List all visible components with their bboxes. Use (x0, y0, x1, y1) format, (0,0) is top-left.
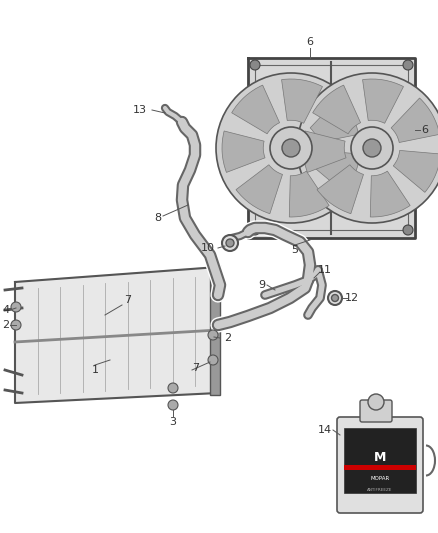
Wedge shape (222, 131, 265, 172)
Circle shape (250, 225, 260, 235)
Text: 7: 7 (124, 295, 131, 305)
Wedge shape (313, 85, 360, 134)
Circle shape (208, 355, 218, 365)
Circle shape (403, 225, 413, 235)
Text: 2: 2 (224, 333, 232, 343)
Text: 14: 14 (318, 425, 332, 435)
Text: 6: 6 (421, 125, 428, 135)
Circle shape (11, 302, 21, 312)
Wedge shape (370, 171, 410, 217)
Wedge shape (312, 150, 360, 192)
Circle shape (168, 383, 178, 393)
Circle shape (222, 235, 238, 251)
Wedge shape (310, 98, 359, 142)
Wedge shape (232, 85, 279, 134)
Wedge shape (393, 150, 438, 192)
Polygon shape (210, 265, 220, 395)
Wedge shape (282, 79, 322, 123)
Circle shape (226, 239, 234, 247)
Circle shape (168, 400, 178, 410)
Circle shape (363, 139, 381, 157)
FancyBboxPatch shape (337, 417, 423, 513)
Circle shape (297, 73, 438, 223)
Circle shape (403, 60, 413, 70)
Text: 4: 4 (3, 305, 10, 315)
Text: ANTIFREEZE: ANTIFREEZE (367, 488, 393, 492)
Text: 1: 1 (92, 365, 99, 375)
Text: M: M (374, 451, 386, 464)
Text: 6: 6 (307, 37, 314, 47)
Text: 2: 2 (3, 320, 10, 330)
Text: MOPAR: MOPAR (371, 476, 390, 481)
Circle shape (332, 295, 339, 302)
Circle shape (270, 127, 312, 169)
Text: 13: 13 (133, 105, 147, 115)
FancyBboxPatch shape (344, 465, 416, 470)
Wedge shape (289, 171, 329, 217)
Text: 3: 3 (170, 417, 177, 427)
Wedge shape (303, 131, 346, 172)
Wedge shape (236, 165, 283, 214)
Text: 12: 12 (345, 293, 359, 303)
Circle shape (216, 73, 366, 223)
Circle shape (282, 139, 300, 157)
Circle shape (328, 291, 342, 305)
FancyBboxPatch shape (360, 400, 392, 422)
Wedge shape (317, 165, 364, 214)
Wedge shape (391, 98, 438, 142)
Text: 7: 7 (192, 363, 200, 373)
Polygon shape (248, 58, 415, 238)
FancyBboxPatch shape (344, 428, 416, 493)
Circle shape (368, 394, 384, 410)
Circle shape (11, 320, 21, 330)
Text: 5: 5 (292, 245, 299, 255)
Text: 9: 9 (258, 280, 265, 290)
Text: 8: 8 (155, 213, 162, 223)
Polygon shape (15, 267, 218, 403)
Text: 11: 11 (318, 265, 332, 275)
Text: 10: 10 (201, 243, 215, 253)
Circle shape (351, 127, 393, 169)
Circle shape (250, 60, 260, 70)
Circle shape (208, 330, 218, 340)
Wedge shape (363, 79, 403, 123)
